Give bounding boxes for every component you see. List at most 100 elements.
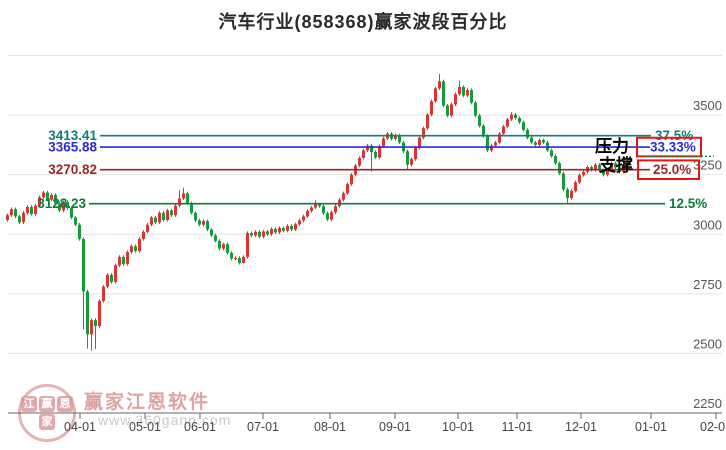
candle-body	[74, 217, 77, 225]
candle-body	[446, 105, 449, 116]
candle-body	[558, 163, 561, 174]
candle-body	[274, 229, 277, 233]
candle-body	[574, 182, 577, 191]
candle-body	[174, 205, 177, 216]
candle-body	[594, 164, 597, 170]
candle-body	[510, 114, 513, 120]
candle-body	[118, 256, 121, 266]
candle-body	[398, 135, 401, 143]
candle-body	[14, 209, 17, 217]
candle-body	[102, 286, 105, 301]
candle-body	[502, 126, 505, 134]
candle-body	[242, 256, 245, 263]
x-axis-label: 07-01	[247, 420, 279, 434]
candle-body	[626, 160, 629, 166]
candle-body	[234, 258, 237, 260]
candle-body	[578, 175, 581, 183]
seal-char: 家	[39, 414, 55, 430]
candle-body	[110, 274, 113, 282]
y-axis-label: 3000	[693, 217, 722, 232]
candle-body	[614, 163, 617, 168]
level-pct-label: 12.5%	[669, 196, 707, 211]
candle-body	[182, 193, 185, 199]
x-axis-label: 09-01	[379, 420, 411, 434]
x-axis-label: 08-01	[314, 420, 346, 434]
candle-body	[34, 205, 37, 214]
candle-body	[158, 212, 161, 223]
candle-body	[566, 189, 569, 199]
candle-body	[294, 224, 297, 230]
candle-body	[422, 128, 425, 138]
x-axis-label: 04-01	[64, 420, 96, 434]
candle-body	[90, 320, 93, 335]
candle-body	[370, 145, 373, 153]
x-axis-label: 02-01	[700, 420, 726, 434]
candle-body	[478, 115, 481, 126]
candle-body	[46, 192, 49, 200]
support-annotation: 支撑	[599, 156, 633, 175]
candle-body	[538, 140, 541, 145]
candle-body	[138, 239, 141, 251]
candle-body	[514, 114, 517, 118]
candle-body	[570, 190, 573, 199]
candle-body	[250, 233, 253, 236]
candle-body	[62, 202, 65, 211]
seal-char: 恩	[57, 396, 73, 412]
candle-body	[50, 194, 53, 200]
candle-body	[262, 231, 265, 237]
level-price-label: 3128.23	[37, 196, 86, 211]
candle-body	[22, 212, 25, 223]
candle-body	[314, 204, 317, 208]
candle-body	[418, 137, 421, 148]
candle-body	[10, 209, 13, 216]
candle-body	[542, 140, 545, 143]
x-axis-label: 01-01	[635, 420, 667, 434]
candle-body	[66, 202, 69, 209]
candle-body	[238, 258, 241, 263]
candle-body	[86, 291, 89, 335]
candle-body	[302, 216, 305, 221]
candle-body	[106, 274, 109, 287]
candle-body	[134, 246, 137, 251]
level-price-label: 3413.41	[48, 128, 97, 143]
candle-body	[474, 102, 477, 116]
candle-body	[286, 225, 289, 231]
candle-body	[434, 88, 437, 102]
x-axis-label: 10-01	[442, 420, 474, 434]
candle-body	[210, 229, 213, 236]
candle-body	[482, 125, 485, 137]
level-price-label: 3365.88	[48, 140, 97, 155]
candle-body	[562, 173, 565, 190]
y-axis-label: 2750	[693, 277, 722, 292]
candle-body	[258, 231, 261, 237]
y-axis-label: 2250	[693, 396, 722, 411]
candle-body	[6, 215, 9, 220]
candle-body	[362, 150, 365, 158]
candle-body	[78, 224, 81, 240]
candle-body	[122, 256, 125, 265]
candle-body	[330, 212, 333, 220]
candle-body	[54, 194, 57, 204]
candle-body	[430, 101, 433, 115]
candle-body	[598, 164, 601, 171]
y-axis-label: 2500	[693, 336, 722, 351]
y-axis-label: 3500	[693, 98, 722, 113]
candle-body	[270, 229, 273, 235]
candle-body	[266, 231, 269, 235]
candle-body	[458, 86, 461, 95]
candle-body	[438, 81, 441, 89]
x-axis-label: 06-01	[184, 420, 216, 434]
candle-body	[374, 152, 377, 158]
candle-body	[290, 225, 293, 230]
candle-body	[322, 206, 325, 214]
candle-body	[606, 169, 609, 175]
candle-body	[518, 117, 521, 123]
x-axis-label: 11-01	[501, 420, 532, 434]
candle-body	[154, 217, 157, 223]
candle-body	[162, 212, 165, 220]
candle-body	[230, 252, 233, 259]
candle-body	[226, 244, 229, 253]
candle-body	[350, 174, 353, 185]
candle-body	[526, 129, 529, 138]
